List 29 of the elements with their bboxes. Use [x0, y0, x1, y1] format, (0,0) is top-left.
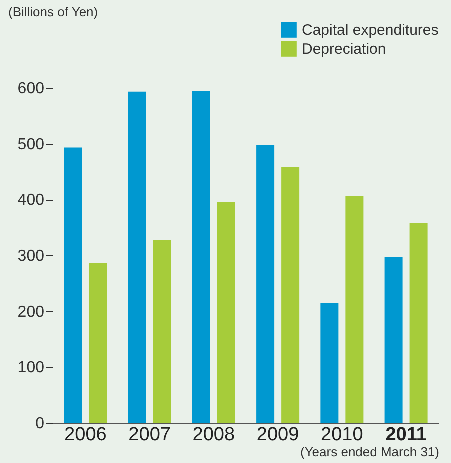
bar: [217, 202, 236, 423]
bar: [282, 167, 300, 423]
bar: [153, 240, 172, 423]
y-tick-label: 400: [18, 192, 45, 210]
y-tick-label: 200: [18, 304, 45, 321]
legend-label: Capital expenditures: [302, 22, 439, 39]
bar: [346, 196, 364, 423]
x-tick-label: 2010: [321, 424, 364, 446]
bar: [128, 92, 146, 423]
bar: [192, 91, 210, 423]
x-tick-label: 2009: [256, 424, 300, 446]
x-axis-title: (Years ended March 31): [300, 444, 440, 460]
bar: [256, 146, 275, 423]
y-tick-label: 300: [18, 248, 45, 265]
y-tick-label: 600: [18, 80, 45, 98]
bar: [410, 223, 428, 423]
x-tick-label: 2006: [64, 424, 107, 446]
y-tick-label: 100: [18, 360, 45, 377]
x-tick-label: 2011: [386, 424, 428, 446]
y-axis-title: (Billions of Yen): [8, 4, 98, 20]
legend-label: Depreciation: [302, 41, 386, 58]
y-tick-label: 500: [18, 136, 45, 154]
y-tick-label: 0: [36, 416, 45, 432]
bar: [384, 257, 403, 423]
x-tick-label: 2008: [192, 424, 236, 446]
bar: [64, 148, 82, 423]
bar: [320, 302, 339, 423]
x-tick-label: 2007: [128, 424, 171, 446]
bar: [89, 263, 108, 423]
